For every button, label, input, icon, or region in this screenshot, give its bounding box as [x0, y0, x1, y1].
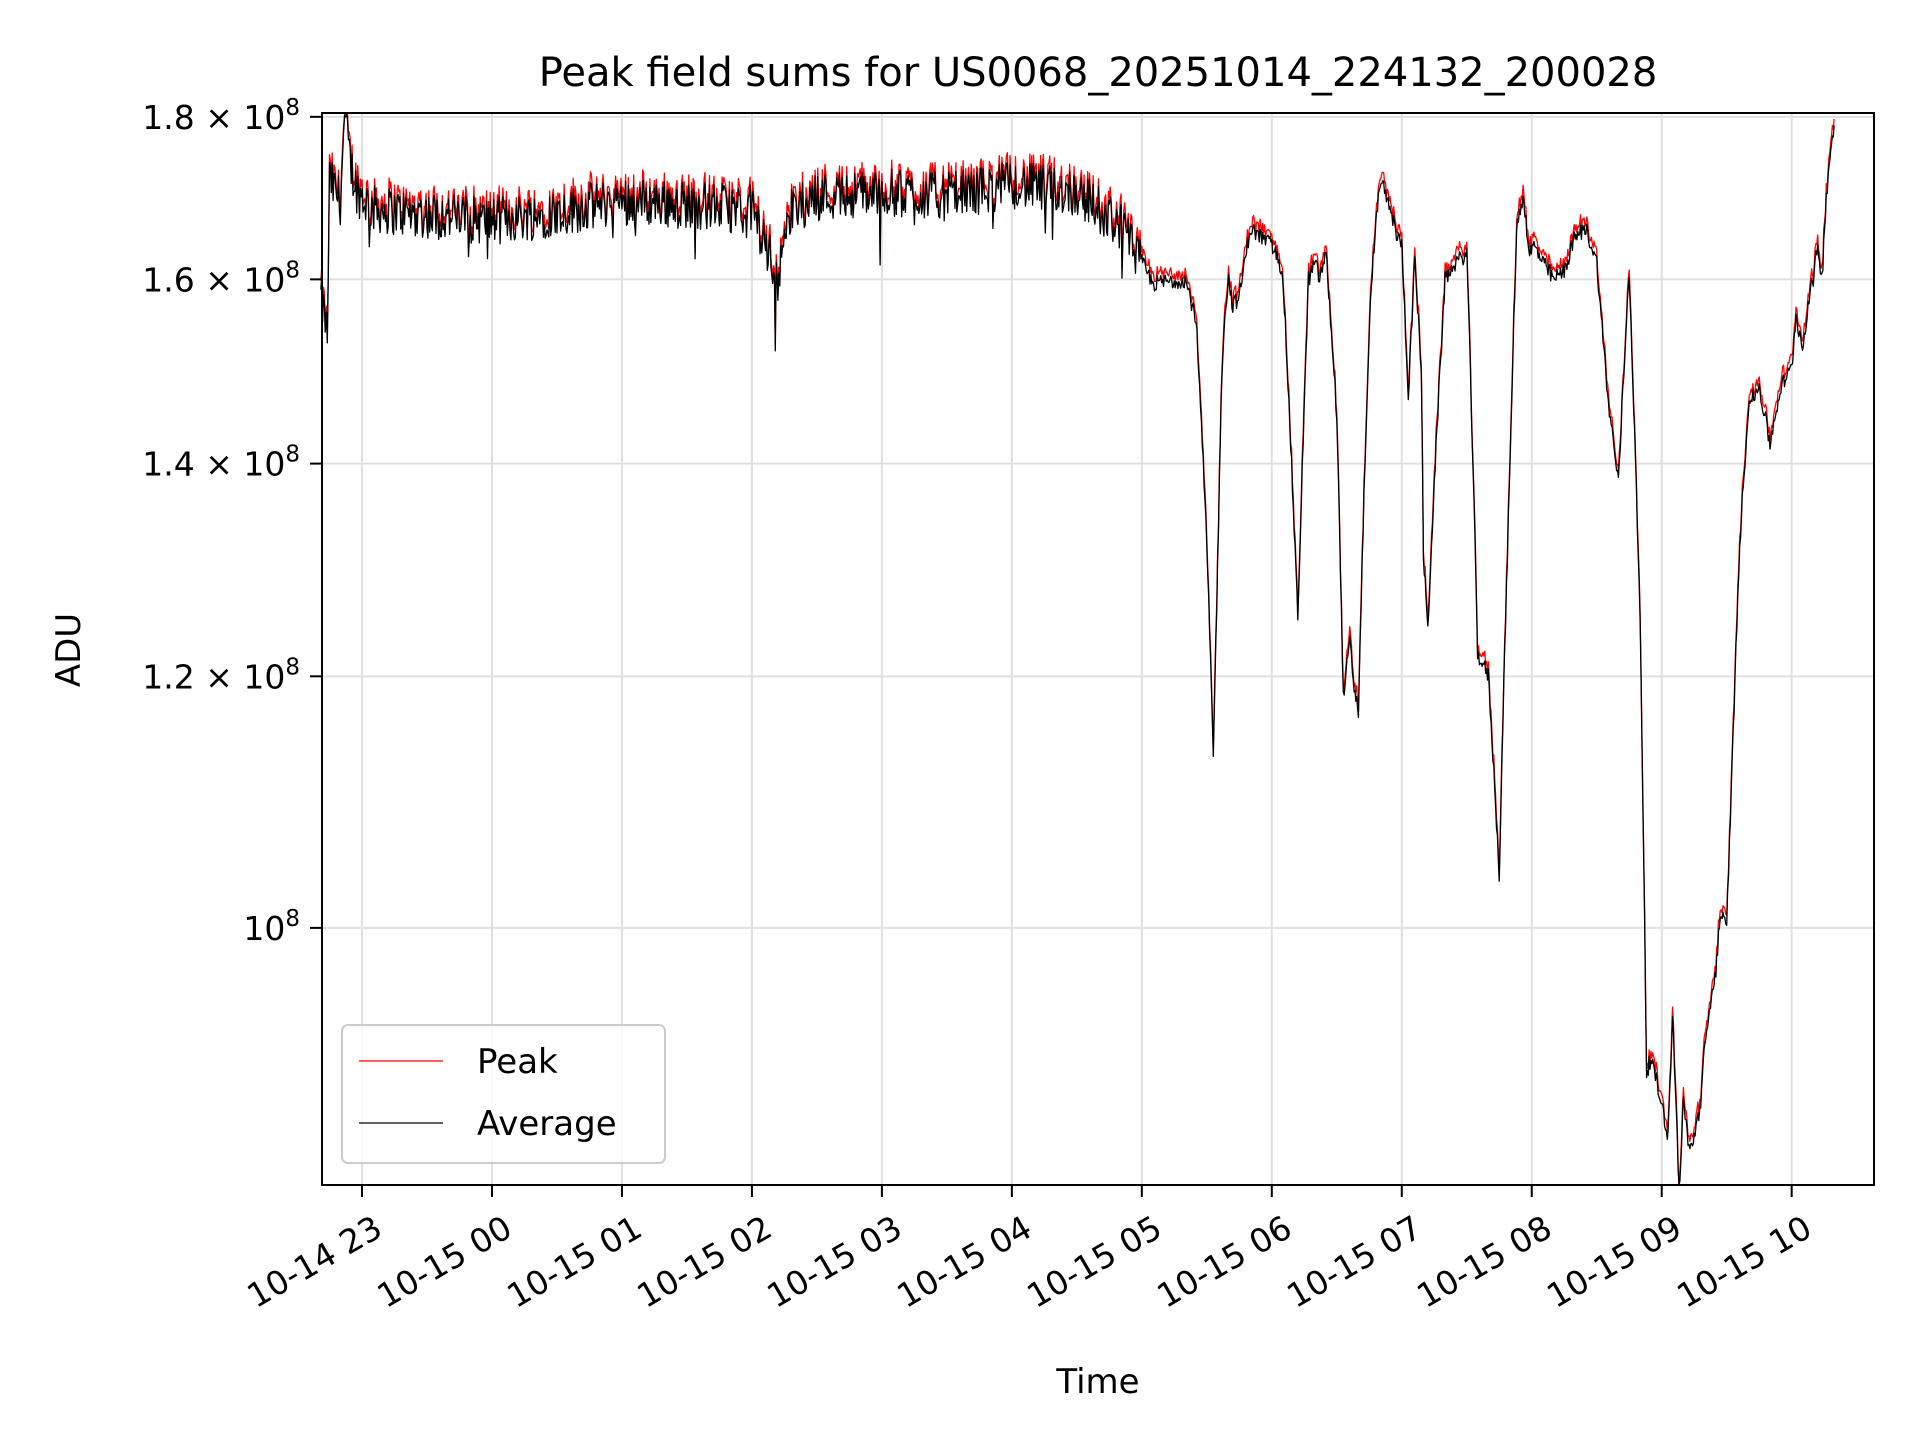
- y-axis-label: ADU: [49, 613, 89, 687]
- series-layer: [320, 112, 1835, 1186]
- plot-frame: [321, 112, 1875, 1186]
- legend: Peak Average: [341, 1024, 666, 1164]
- grid: [322, 113, 1874, 1185]
- y-tick-label: 1.4 × 108: [142, 442, 300, 484]
- legend-box: [341, 1024, 666, 1164]
- chart-title: Peak field sums for US0068_20251014_2241…: [539, 50, 1658, 96]
- y-tick-label: 1.2 × 108: [142, 654, 300, 696]
- series-line-average: [320, 112, 1835, 1186]
- legend-label-peak: Peak: [477, 1042, 558, 1082]
- y-tick-label: 1.6 × 108: [142, 257, 300, 299]
- x-axis-label: Time: [1055, 1362, 1139, 1402]
- legend-label-average: Average: [477, 1104, 617, 1144]
- y-tick-label: 1.8 × 108: [142, 95, 300, 137]
